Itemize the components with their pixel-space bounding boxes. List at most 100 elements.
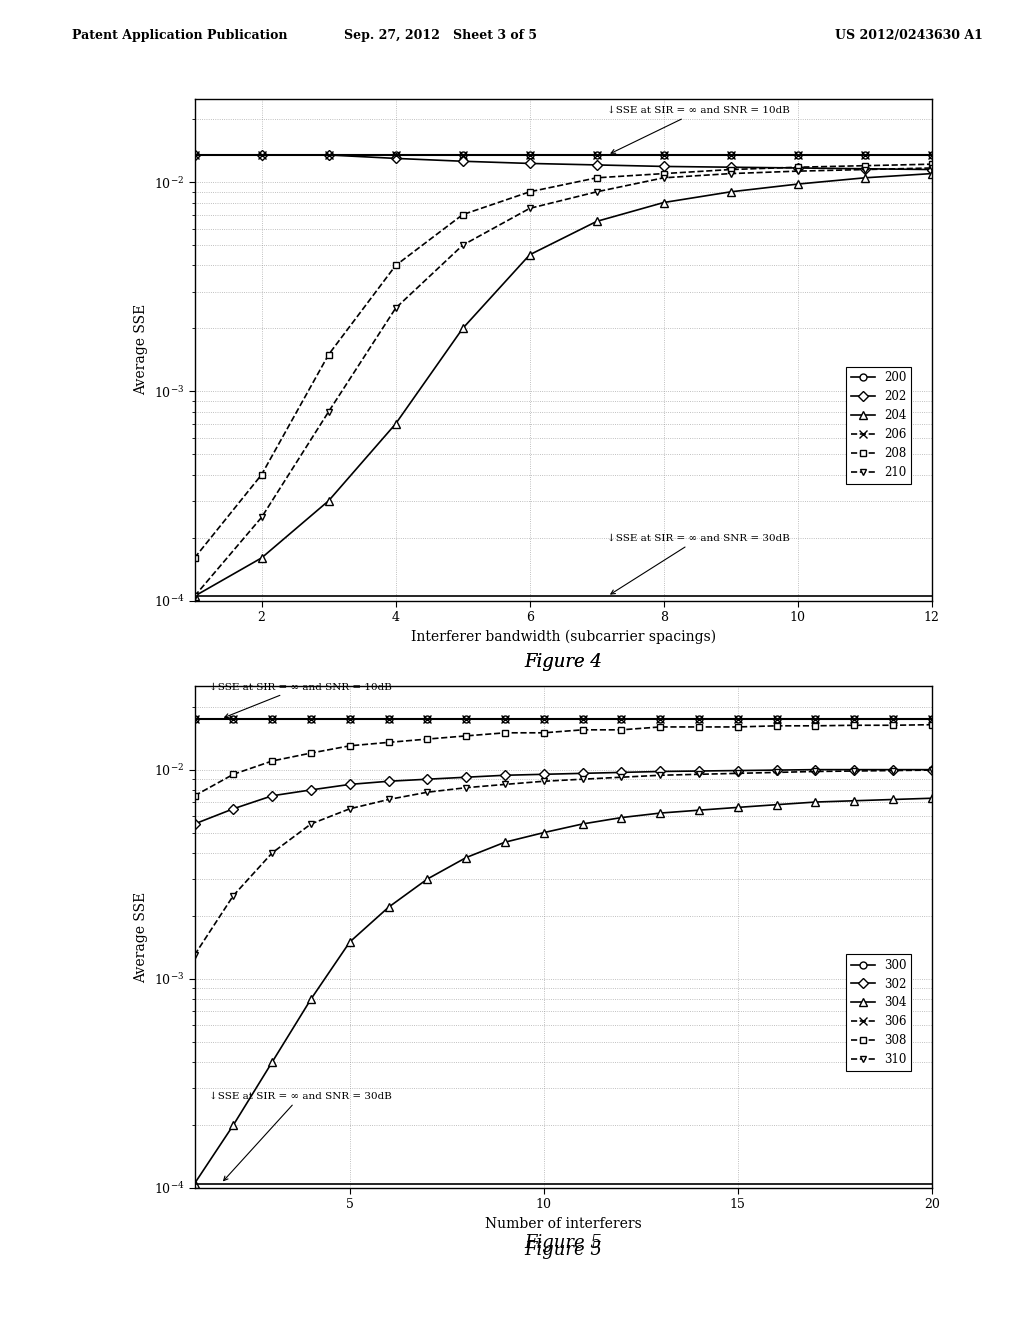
210 [591, 183, 603, 199]
202 [255, 147, 267, 162]
308 [693, 719, 706, 735]
302 [693, 763, 706, 779]
306 [344, 711, 356, 727]
Text: Patent Application Publication: Patent Application Publication [72, 29, 287, 42]
306 [305, 711, 317, 727]
300 [188, 711, 201, 727]
310 [460, 780, 472, 796]
Legend: 300, 302, 304, 306, 308, 310: 300, 302, 304, 306, 308, 310 [846, 954, 911, 1071]
208 [323, 347, 335, 363]
304 [538, 825, 550, 841]
200 [657, 147, 670, 162]
Text: Figure 5: Figure 5 [524, 1234, 602, 1253]
200 [591, 147, 603, 162]
202 [926, 161, 938, 177]
308 [809, 718, 821, 734]
308 [344, 738, 356, 754]
308 [887, 717, 899, 733]
306 [770, 711, 782, 727]
210 [188, 589, 201, 605]
300 [693, 711, 706, 727]
208 [188, 550, 201, 566]
300 [654, 711, 667, 727]
200 [323, 147, 335, 162]
300 [926, 711, 938, 727]
310 [577, 771, 589, 787]
Text: Figure 4: Figure 4 [524, 653, 602, 672]
210 [323, 404, 335, 420]
308 [654, 719, 667, 735]
Line: 206: 206 [190, 150, 936, 160]
306 [577, 711, 589, 727]
310 [809, 763, 821, 779]
Line: 202: 202 [191, 152, 935, 173]
200 [389, 147, 401, 162]
310 [305, 816, 317, 832]
202 [591, 157, 603, 173]
310 [770, 764, 782, 780]
302 [227, 801, 240, 817]
202 [657, 158, 670, 174]
302 [344, 776, 356, 792]
304 [926, 791, 938, 807]
304 [227, 1117, 240, 1133]
204 [188, 589, 201, 605]
200 [255, 147, 267, 162]
306 [809, 711, 821, 727]
208 [792, 160, 804, 176]
310 [421, 784, 433, 800]
Text: US 2012/0243630 A1: US 2012/0243630 A1 [836, 29, 983, 42]
310 [382, 792, 394, 808]
200 [457, 147, 469, 162]
304 [305, 991, 317, 1007]
310 [848, 763, 860, 779]
300 [305, 711, 317, 727]
204 [323, 492, 335, 508]
206 [859, 147, 871, 162]
304 [577, 816, 589, 832]
306 [499, 711, 511, 727]
304 [887, 792, 899, 808]
310 [344, 801, 356, 817]
210 [926, 160, 938, 176]
206 [323, 147, 335, 162]
X-axis label: Interferer bandwidth (subcarrier spacings): Interferer bandwidth (subcarrier spacing… [411, 630, 716, 644]
302 [654, 763, 667, 779]
304 [188, 1176, 201, 1192]
308 [227, 767, 240, 783]
304 [848, 793, 860, 809]
204 [591, 214, 603, 230]
Line: 300: 300 [191, 715, 935, 722]
Line: 304: 304 [190, 795, 936, 1188]
300 [344, 711, 356, 727]
304 [770, 797, 782, 813]
302 [499, 767, 511, 783]
208 [859, 158, 871, 174]
308 [266, 754, 279, 770]
306 [421, 711, 433, 727]
302 [460, 770, 472, 785]
208 [255, 467, 267, 483]
202 [859, 161, 871, 177]
210 [657, 170, 670, 186]
Text: Figure 4: Figure 4 [524, 653, 602, 672]
306 [732, 711, 744, 727]
204 [657, 194, 670, 210]
Line: 310: 310 [191, 767, 935, 958]
308 [382, 734, 394, 750]
300 [382, 711, 394, 727]
206 [389, 147, 401, 162]
Line: 302: 302 [191, 766, 935, 828]
Line: 208: 208 [191, 161, 935, 561]
304 [732, 800, 744, 816]
302 [770, 762, 782, 777]
310 [615, 770, 628, 785]
300 [577, 711, 589, 727]
202 [323, 147, 335, 162]
Line: 210: 210 [191, 165, 935, 599]
200 [926, 147, 938, 162]
Line: 204: 204 [190, 169, 936, 601]
300 [538, 711, 550, 727]
Text: ↓SSE at SIR = ∞ and SNR = 30dB: ↓SSE at SIR = ∞ and SNR = 30dB [209, 1092, 392, 1180]
308 [770, 718, 782, 734]
